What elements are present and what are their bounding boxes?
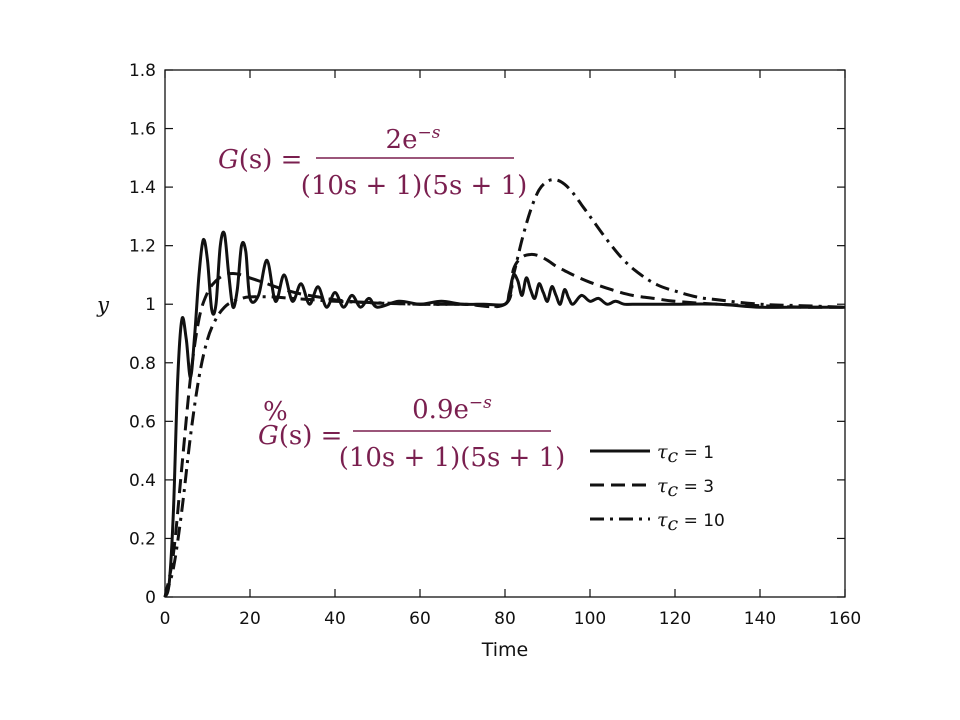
y-tick-label: 1.4 (129, 178, 156, 198)
y-tick-label: 0.2 (129, 529, 156, 549)
equation-g: G(s) = 2e−s (10s + 1)(5s + 1) (218, 123, 527, 201)
y-tick-label: 0 (145, 588, 156, 608)
series-line-dashdot (163, 178, 846, 598)
y-tick-label: 0.6 (129, 412, 156, 432)
eq1-denominator: (10s + 1)(5s + 1) (301, 171, 528, 201)
x-tick-label: 120 (659, 609, 691, 629)
x-tick-label: 60 (409, 609, 431, 629)
x-tick-label: 40 (324, 609, 346, 629)
equation-g-tilde: % G(s) = 0.9e−s (10s + 1)(5s + 1) (258, 393, 565, 473)
y-tick-label: 1.6 (129, 120, 156, 140)
x-tick-label: 100 (574, 609, 606, 629)
eq1-numerator: 2e−s (386, 123, 441, 155)
x-tick-label: 0 (160, 609, 171, 629)
y-tick-labels: 0 0.2 0.4 0.6 0.8 1 1.2 1.4 1.6 1.8 (129, 61, 156, 608)
eq2-lhs: G(s) = (258, 421, 342, 451)
y-tick-label: 0.4 (129, 471, 156, 491)
y-tick-label: 0.8 (129, 354, 156, 374)
x-tick-label: 160 (829, 609, 861, 629)
eq2-mark: % (263, 397, 288, 427)
legend: τc = 1 τc = 3 τc = 10 (590, 441, 725, 535)
legend-label-tau1: τc = 1 (657, 441, 714, 467)
eq1-lhs: G(s) = (218, 145, 302, 175)
series-line-dashed (163, 252, 846, 598)
series-layer (163, 178, 846, 598)
axis-ticks (164, 69, 846, 598)
y-tick-label: 1.8 (129, 61, 156, 81)
x-tick-labels: 0 20 40 60 80 100 120 140 160 (160, 609, 862, 629)
legend-label-tau10: τc = 10 (657, 509, 725, 535)
eq2-numerator: 0.9e−s (412, 393, 492, 425)
x-axis-title: Time (481, 639, 529, 661)
x-tick-label: 20 (239, 609, 261, 629)
x-tick-label: 140 (744, 609, 776, 629)
eq2-denominator: (10s + 1)(5s + 1) (339, 443, 566, 473)
y-axis-title: y (96, 293, 110, 317)
y-tick-label: 1 (145, 295, 156, 315)
series-line-solid (163, 230, 845, 598)
x-tick-label: 80 (494, 609, 516, 629)
legend-label-tau3: τc = 3 (657, 475, 714, 501)
y-tick-label: 1.2 (129, 237, 156, 257)
